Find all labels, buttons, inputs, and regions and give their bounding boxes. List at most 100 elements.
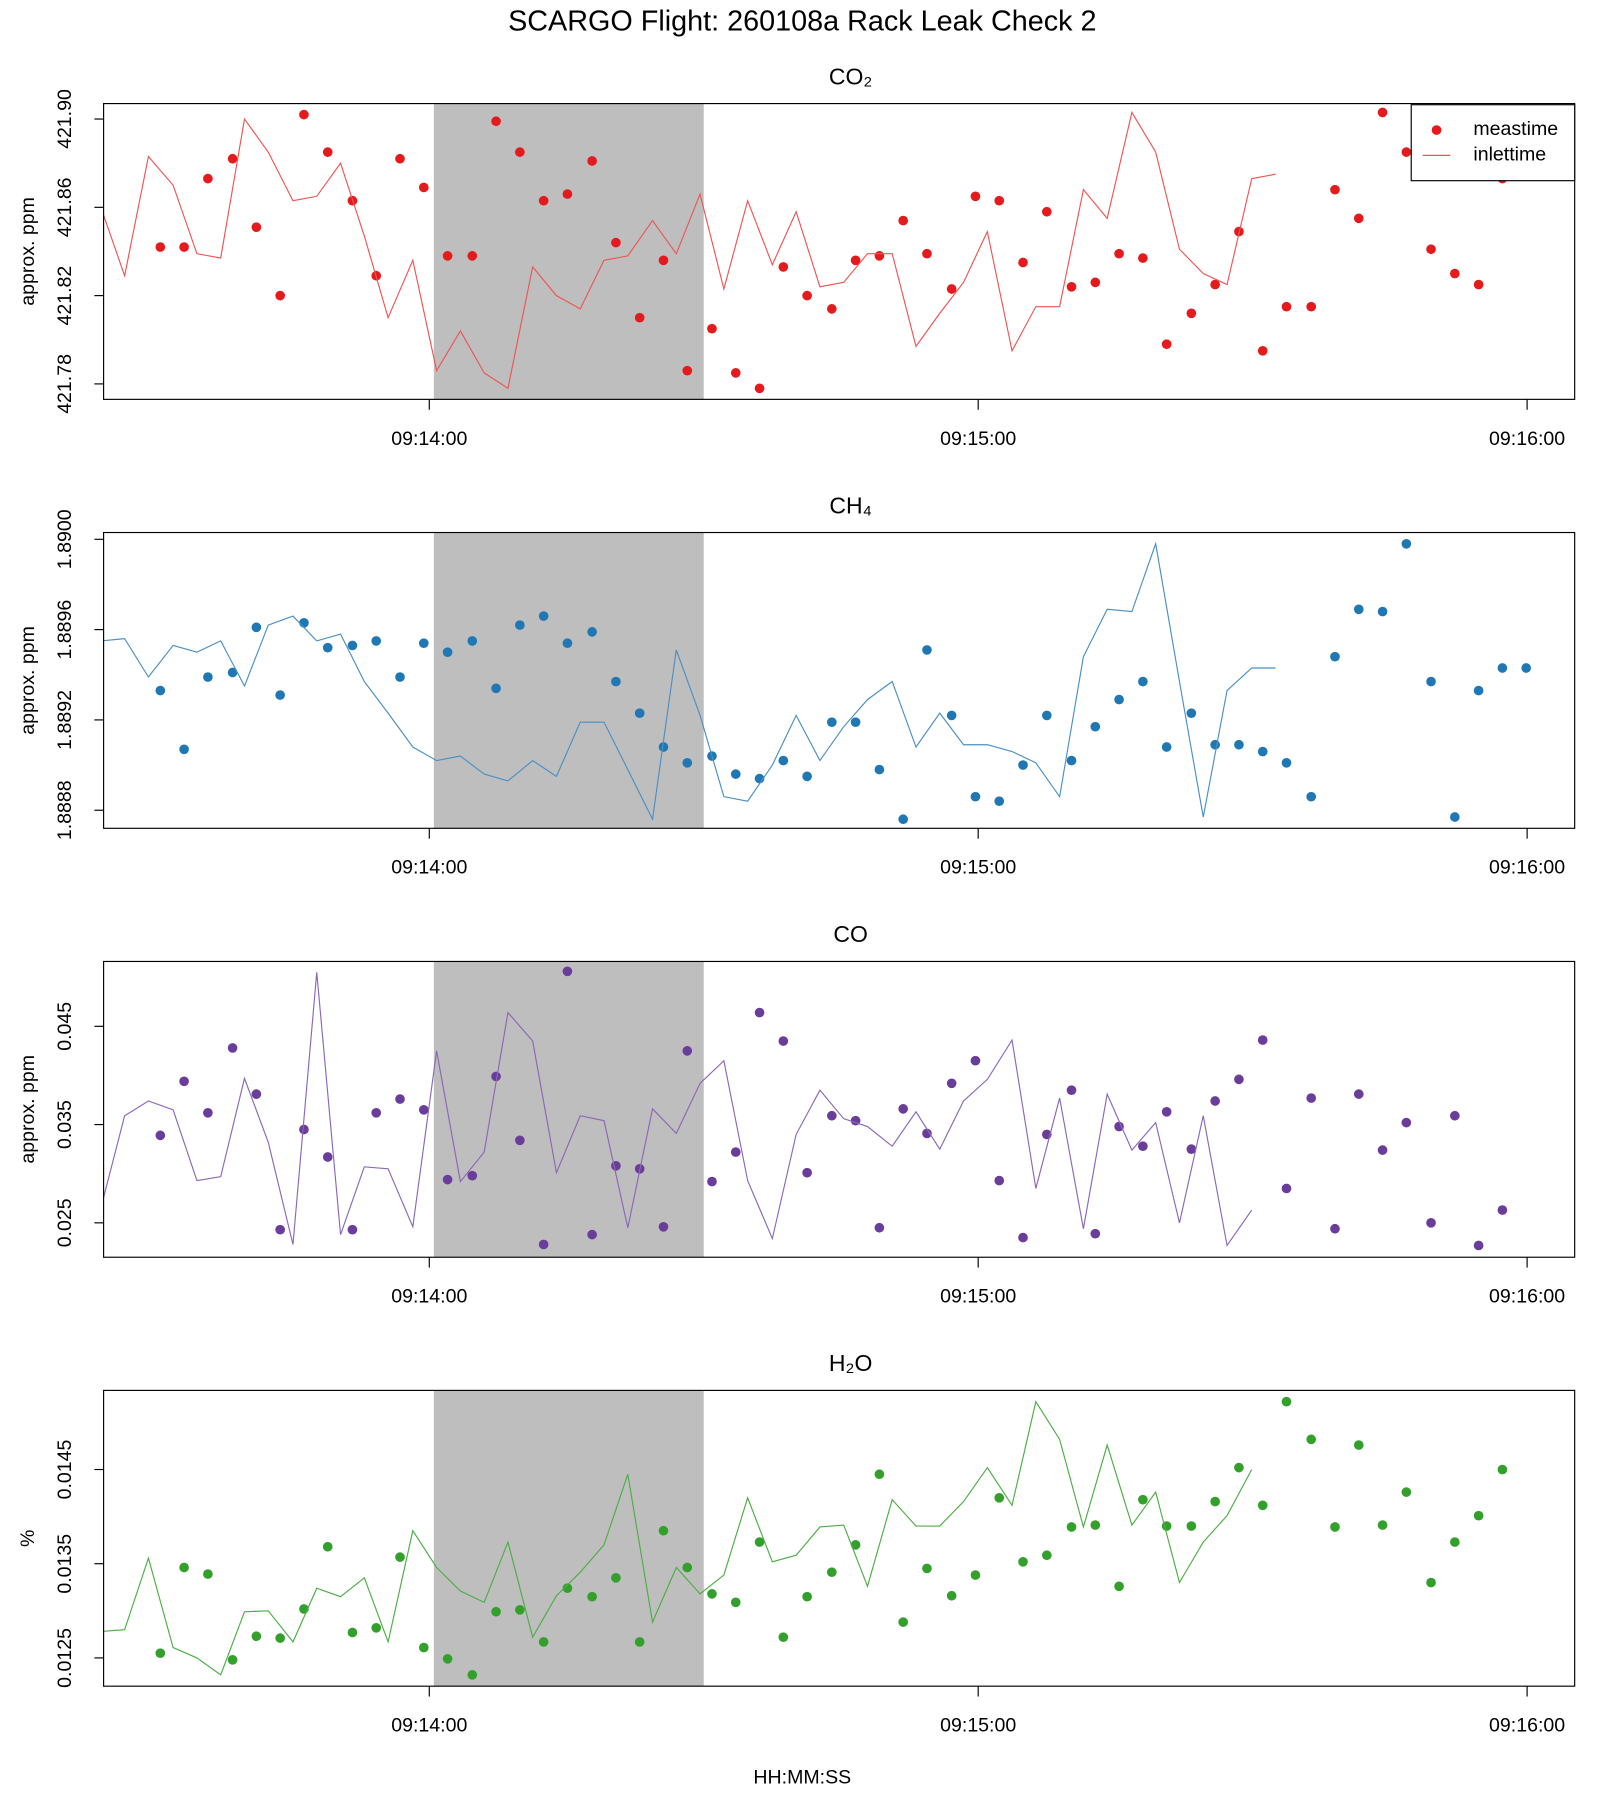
data-point [1138, 1494, 1148, 1505]
data-point [1186, 1521, 1197, 1531]
data-point [491, 683, 501, 694]
data-point [1521, 663, 1532, 673]
data-point [946, 1590, 957, 1601]
data-point [850, 1540, 861, 1550]
data-point [1041, 1550, 1052, 1561]
panel-title: CO [833, 921, 868, 947]
y-tick-label: 1.8896 [54, 600, 76, 660]
data-point [467, 1670, 478, 1680]
data-point [1234, 739, 1244, 750]
data-point [802, 1591, 812, 1602]
x-tick-label: 09:15:00 [940, 857, 1016, 879]
data-point [1161, 742, 1172, 752]
data-point [1281, 1396, 1292, 1407]
data-point [371, 636, 382, 646]
data-point [203, 1569, 213, 1579]
data-point [418, 638, 429, 648]
data-point [179, 744, 189, 755]
data-point [1090, 277, 1101, 288]
data-point [1114, 694, 1124, 705]
legend-box [1410, 104, 1576, 182]
data-point [491, 1071, 501, 1082]
highlight-band [433, 961, 704, 1258]
data-point [922, 1128, 932, 1139]
data-point [730, 368, 741, 378]
data-point [275, 690, 285, 700]
data-point [347, 1627, 358, 1638]
plot-frame [103, 103, 1576, 400]
data-point [1497, 1464, 1508, 1475]
data-point [587, 1591, 597, 1602]
data-point [1449, 1537, 1460, 1547]
data-point [1401, 538, 1412, 549]
data-point [467, 1170, 478, 1181]
data-point [802, 290, 812, 301]
y-tick-label: 1.8892 [54, 690, 76, 750]
data-point [442, 251, 453, 261]
data-point [946, 710, 957, 721]
data-point [1281, 757, 1292, 768]
data-point [898, 1617, 909, 1627]
data-point [1449, 268, 1460, 279]
data-point [1449, 1110, 1460, 1121]
data-point [754, 383, 765, 394]
data-point [491, 116, 501, 127]
data-point [707, 1176, 717, 1187]
data-point [1018, 1232, 1028, 1243]
data-point [203, 173, 213, 184]
y-tick-label: 421.82 [54, 266, 76, 326]
data-point [1066, 1522, 1077, 1532]
data-point [1210, 739, 1220, 750]
data-point [682, 1562, 693, 1573]
data-point [850, 717, 861, 728]
data-point [1401, 147, 1412, 157]
x-tick-label: 09:14:00 [391, 1286, 467, 1308]
data-point [562, 638, 573, 648]
data-point [874, 251, 885, 261]
data-point [1473, 279, 1484, 290]
data-point [1330, 651, 1340, 662]
plot-area [103, 1396, 1508, 1680]
data-point [179, 242, 189, 252]
data-point [155, 1648, 166, 1659]
data-point [1114, 1581, 1124, 1592]
data-point [1066, 281, 1077, 292]
data-point [658, 1221, 669, 1232]
data-point [778, 262, 789, 272]
data-point [155, 242, 166, 252]
legend-label: meastime [1473, 118, 1558, 140]
data-point [227, 1043, 238, 1053]
data-point [395, 1552, 405, 1562]
data-point [970, 1570, 981, 1580]
data-point [1306, 301, 1317, 312]
data-point [395, 1094, 405, 1104]
data-point [922, 248, 932, 259]
data-point [1377, 107, 1388, 118]
plot-area [103, 966, 1508, 1251]
data-point [1210, 1496, 1220, 1507]
x-tick-label: 09:16:00 [1489, 857, 1565, 879]
data-point [994, 1492, 1005, 1503]
data-point [395, 672, 405, 682]
data-point [634, 312, 645, 323]
y-tick-label: 0.025 [54, 1198, 76, 1247]
data-point [227, 153, 238, 164]
data-point [1353, 213, 1364, 224]
data-point [515, 147, 525, 157]
y-tick-label: 0.045 [54, 1002, 76, 1051]
data-point [970, 1055, 981, 1066]
y-tick-label: 421.78 [54, 354, 76, 414]
data-point [1234, 1462, 1244, 1473]
data-point [442, 1174, 453, 1185]
data-point [562, 1583, 573, 1594]
y-tick-label: 0.0145 [54, 1440, 76, 1500]
data-point [874, 764, 885, 775]
data-point [347, 640, 358, 651]
data-point [371, 1622, 382, 1633]
data-point [227, 667, 238, 678]
data-point [1306, 1434, 1317, 1445]
data-point [611, 237, 621, 248]
data-point [850, 255, 861, 266]
x-tick-label: 09:16:00 [1489, 428, 1565, 450]
data-point [299, 1124, 309, 1135]
